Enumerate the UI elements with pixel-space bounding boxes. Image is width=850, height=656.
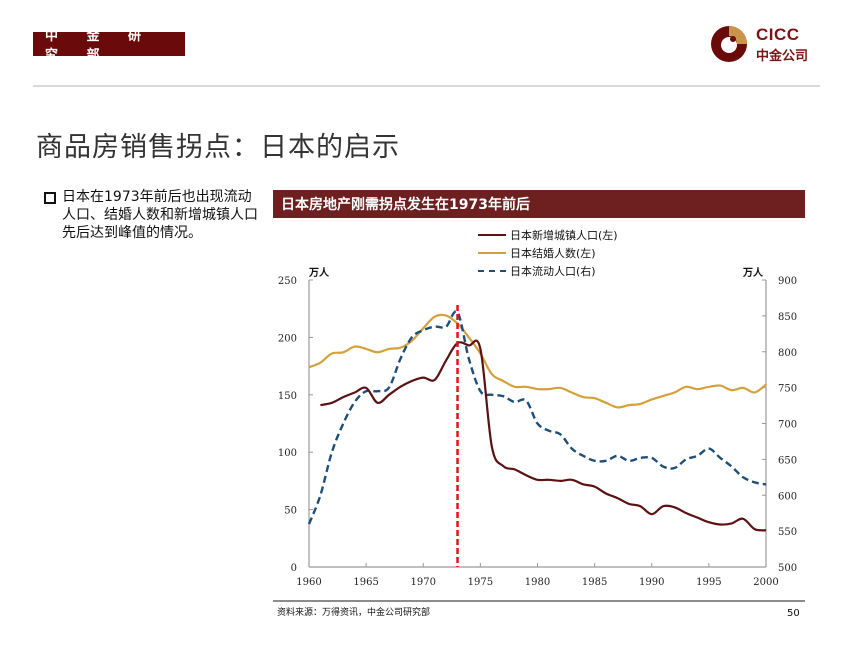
- legend-item-urban: 日本新增城镇人口(左): [478, 226, 618, 244]
- square-bullet-icon: [44, 192, 56, 204]
- x-tick-label: 1960: [296, 577, 321, 588]
- right-tick-label: 750: [778, 384, 797, 395]
- right-tick-label: 900: [778, 276, 797, 287]
- right-tick-label: 650: [778, 455, 797, 466]
- legend-swatch-urban: [478, 234, 506, 236]
- series-line-0: [320, 339, 767, 532]
- chart-legend: 日本新增城镇人口(左) 日本结婚人数(左) 日本流动人口(右): [478, 226, 618, 280]
- legend-swatch-floating: [478, 270, 506, 272]
- legend-item-marriage: 日本结婚人数(左): [478, 244, 618, 262]
- x-tick-label: 1970: [411, 577, 436, 588]
- bullet-point: 日本在1973年前后也出现流动人口、结婚人数和新增城镇人口先后达到峰值的情况。: [44, 188, 264, 242]
- legend-label-floating: 日本流动人口(右): [510, 265, 596, 278]
- logo-text-cn: 中金公司: [756, 49, 809, 64]
- right-axis-unit: 万人: [743, 268, 763, 279]
- source-divider: [273, 600, 805, 602]
- x-tick-label: 1965: [353, 577, 378, 588]
- right-tick-label: 550: [778, 527, 797, 538]
- x-tick-label: 1975: [468, 577, 493, 588]
- bullet-text: 日本在1973年前后也出现流动人口、结婚人数和新增城镇人口先后达到峰值的情况。: [62, 189, 258, 241]
- left-tick-label: 200: [278, 333, 297, 344]
- cicc-logo-icon: [711, 26, 747, 62]
- series-line-1: [308, 313, 767, 409]
- left-tick-label: 250: [278, 276, 297, 287]
- department-badge: 中 金 研 究 部: [33, 29, 185, 63]
- logo-text-en: CICC: [756, 25, 800, 44]
- page-number: 50: [787, 608, 800, 619]
- page-title: 商品房销售拐点：日本的启示: [36, 132, 400, 163]
- x-tick-label: 1990: [639, 577, 664, 588]
- legend-label-marriage: 日本结婚人数(左): [510, 247, 596, 260]
- x-tick-label: 1985: [582, 577, 607, 588]
- left-tick-label: 0: [291, 563, 297, 574]
- right-tick-label: 500: [778, 563, 797, 574]
- source-note: 资料来源：万得资讯，中金公司研究部: [277, 608, 431, 618]
- left-tick-label: 150: [278, 391, 297, 402]
- x-tick-label: 2000: [753, 577, 778, 588]
- left-axis-unit: 万人: [309, 268, 329, 279]
- legend-label-urban: 日本新增城镇人口(左): [510, 229, 618, 242]
- right-tick-label: 700: [778, 420, 797, 431]
- right-tick-label: 600: [778, 491, 797, 502]
- left-tick-label: 100: [278, 448, 297, 459]
- series-line-2: [307, 310, 767, 525]
- left-tick-label: 50: [284, 506, 297, 517]
- header-divider: [33, 85, 820, 87]
- right-tick-label: 850: [778, 312, 797, 323]
- legend-swatch-marriage: [478, 252, 506, 254]
- x-tick-label: 1995: [696, 577, 721, 588]
- chart-title: 日本房地产刚需拐点发生在1973年前后: [273, 190, 805, 218]
- legend-item-floating: 日本流动人口(右): [478, 262, 618, 280]
- x-tick-label: 1980: [525, 577, 550, 588]
- right-tick-label: 800: [778, 348, 797, 359]
